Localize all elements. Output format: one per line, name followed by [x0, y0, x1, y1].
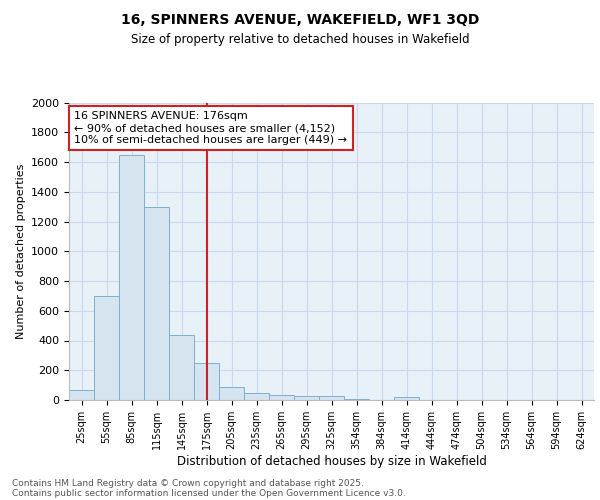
Bar [169, 334, 194, 400]
Bar [394, 397, 419, 400]
Bar [94, 296, 119, 400]
Bar [269, 395, 294, 400]
Text: 16, SPINNERS AVENUE, WAKEFIELD, WF1 3QD: 16, SPINNERS AVENUE, WAKEFIELD, WF1 3QD [121, 12, 479, 26]
Bar [194, 363, 219, 400]
X-axis label: Distribution of detached houses by size in Wakefield: Distribution of detached houses by size … [176, 454, 487, 468]
Text: Size of property relative to detached houses in Wakefield: Size of property relative to detached ho… [131, 32, 469, 46]
Bar [69, 390, 94, 400]
Y-axis label: Number of detached properties: Number of detached properties [16, 164, 26, 339]
Text: Contains HM Land Registry data © Crown copyright and database right 2025.: Contains HM Land Registry data © Crown c… [12, 478, 364, 488]
Bar [294, 396, 319, 400]
Bar [244, 392, 269, 400]
Bar [319, 396, 344, 400]
Bar [119, 154, 144, 400]
Bar [219, 386, 244, 400]
Text: Contains public sector information licensed under the Open Government Licence v3: Contains public sector information licen… [12, 488, 406, 498]
Text: 16 SPINNERS AVENUE: 176sqm
← 90% of detached houses are smaller (4,152)
10% of s: 16 SPINNERS AVENUE: 176sqm ← 90% of deta… [74, 112, 347, 144]
Bar [144, 206, 169, 400]
